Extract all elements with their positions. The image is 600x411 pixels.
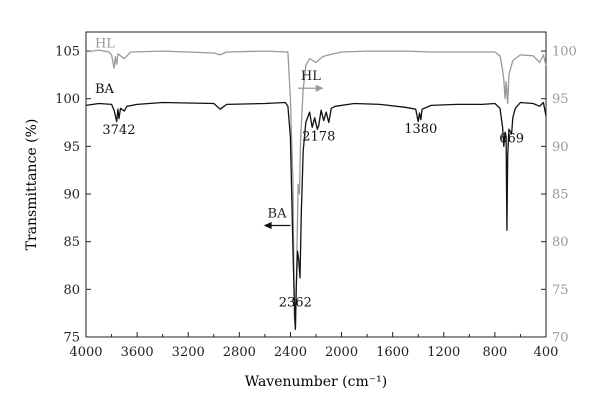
- y-left-tick-label: 95: [63, 140, 80, 155]
- x-tick-label: 800: [482, 345, 507, 360]
- annotation-2362: 2362: [279, 296, 312, 311]
- y-left-tick-label: 85: [63, 235, 80, 250]
- x-tick-label: 400: [534, 345, 559, 360]
- annotation-2178: 2178: [302, 130, 335, 145]
- y-right-tick-label: 95: [552, 92, 569, 107]
- x-tick-label: 4000: [69, 345, 102, 360]
- arrow-label-ba: BA: [268, 206, 288, 221]
- annotation-layer: HL BA 3742 2178 1380 669 2362 HL BA: [95, 36, 524, 310]
- arrow-label-hl: HL: [301, 69, 321, 84]
- x-tick-label: 2000: [325, 345, 358, 360]
- x-axis-title: Wavenumber (cm⁻¹): [245, 374, 387, 390]
- y-left-tick-label: 105: [55, 45, 80, 60]
- y-axis-title-left: Transmittance (%): [24, 119, 40, 251]
- x-tick-label: 1600: [376, 345, 409, 360]
- y-left-tick-label: 90: [63, 188, 80, 203]
- series-line-ba: [85, 101, 547, 331]
- y-right-tick-label: 80: [552, 235, 569, 250]
- series-line-hl: [85, 49, 547, 330]
- x-tick-label: 2800: [223, 345, 256, 360]
- y-left-tick-label: 100: [55, 92, 80, 107]
- y-right-tick-label: 85: [552, 188, 569, 203]
- annotation-1380: 1380: [404, 122, 437, 137]
- annotation-669: 669: [499, 132, 524, 147]
- axes-layer: 4000 3600 3200 2800 2400 2000 1600 1200 800 400 75…: [55, 31, 577, 360]
- y-right-tick-label: 70: [552, 331, 569, 346]
- series-layer: [85, 49, 547, 331]
- x-tick-label: 3600: [121, 345, 154, 360]
- x-tick-label: 3200: [172, 345, 205, 360]
- arrow-head-hl: [315, 84, 324, 92]
- annotation-ba: BA: [95, 82, 115, 97]
- annotation-3742: 3742: [102, 123, 135, 138]
- arrow-head-ba: [263, 221, 272, 229]
- annotation-hl: HL: [95, 36, 115, 51]
- y-right-tick-label: 100: [552, 45, 577, 60]
- y-left-tick-label: 75: [63, 331, 80, 346]
- x-tick-label: 1200: [427, 345, 460, 360]
- x-tick-label: 2400: [274, 345, 307, 360]
- y-right-tick-label: 75: [552, 283, 569, 298]
- y-right-tick-label: 90: [552, 140, 569, 155]
- y-left-tick-label: 80: [63, 283, 80, 298]
